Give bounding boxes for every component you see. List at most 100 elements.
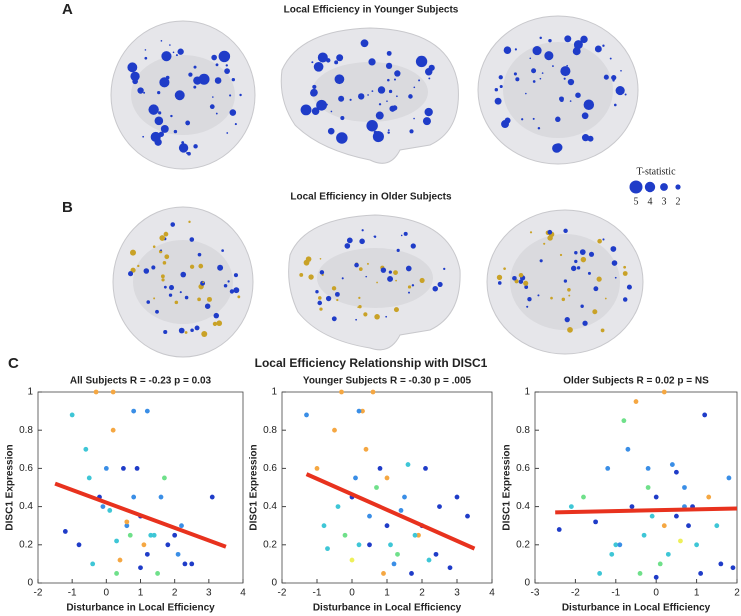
scatter-point bbox=[182, 561, 188, 567]
x-axis-label: Disturbance in Local Efficiency bbox=[562, 603, 711, 614]
brain-node bbox=[614, 276, 617, 279]
scatter-point bbox=[402, 494, 407, 500]
brain-node bbox=[393, 270, 398, 276]
brain-node bbox=[552, 65, 554, 67]
brain-node bbox=[588, 251, 595, 257]
brain-node bbox=[311, 61, 314, 64]
scatter-point bbox=[465, 513, 470, 519]
scatter-point bbox=[162, 475, 167, 481]
brain-node bbox=[497, 281, 502, 285]
brain-node bbox=[143, 268, 150, 274]
scatter-point bbox=[661, 389, 667, 395]
brain-node bbox=[498, 75, 503, 80]
brain-node bbox=[161, 278, 165, 282]
scatter-point bbox=[613, 542, 619, 548]
legend-label: 5 bbox=[634, 196, 639, 207]
brain-node bbox=[422, 117, 431, 126]
y-tick-label: 0.6 bbox=[263, 463, 277, 474]
brain-node bbox=[609, 57, 612, 60]
brain-node bbox=[336, 298, 339, 302]
scatter-point bbox=[641, 532, 647, 538]
scatter-point bbox=[682, 485, 687, 490]
brain-node bbox=[525, 92, 527, 95]
brain-node bbox=[189, 264, 195, 269]
brain-node bbox=[518, 279, 524, 284]
scatter-point bbox=[189, 561, 195, 567]
x-tick-label: -2 bbox=[278, 588, 287, 599]
y-tick-label: 0.2 bbox=[516, 539, 530, 550]
brain-node bbox=[424, 107, 433, 117]
brain-node bbox=[169, 44, 171, 46]
brain-node bbox=[168, 293, 173, 297]
brain-node bbox=[143, 91, 146, 94]
brain-node bbox=[547, 229, 553, 235]
brain-node bbox=[217, 264, 224, 271]
brain-node bbox=[526, 305, 529, 308]
fit-line bbox=[54, 481, 227, 549]
scatter-point bbox=[117, 557, 123, 563]
scatter-point bbox=[134, 466, 140, 471]
scatter-point bbox=[179, 523, 184, 529]
x-tick-label: -1 bbox=[68, 588, 77, 599]
brain-node bbox=[548, 38, 552, 43]
scatter-point bbox=[388, 542, 393, 548]
y-tick-label: 0.8 bbox=[19, 425, 33, 436]
brain-node bbox=[612, 79, 615, 82]
y-tick-label: 0.4 bbox=[263, 501, 277, 512]
brain-node bbox=[413, 117, 415, 120]
plot-frame bbox=[534, 391, 738, 584]
brain-node bbox=[539, 77, 542, 80]
brain-node bbox=[172, 51, 175, 54]
scatter-point bbox=[398, 508, 404, 513]
brain-node bbox=[395, 279, 397, 282]
brain-inner bbox=[503, 42, 613, 138]
brain-node bbox=[144, 56, 148, 60]
brain-node bbox=[177, 48, 184, 55]
brain-node bbox=[175, 54, 178, 57]
scatter-point bbox=[165, 542, 171, 548]
brain-node bbox=[218, 50, 231, 63]
scatter-point bbox=[124, 523, 130, 529]
x-tick-label: 0 bbox=[653, 588, 659, 599]
brain-node bbox=[358, 267, 363, 271]
brain-node bbox=[184, 331, 188, 334]
legend-label: 3 bbox=[662, 196, 667, 207]
scatter-point bbox=[447, 565, 453, 571]
scatter-point bbox=[633, 399, 639, 404]
scatter-point bbox=[718, 561, 724, 567]
brain-node bbox=[229, 289, 235, 294]
brain-node bbox=[146, 300, 151, 304]
brain-node bbox=[299, 272, 304, 277]
scatter-point bbox=[617, 542, 623, 548]
brain-node bbox=[552, 143, 562, 153]
brain-node bbox=[209, 104, 215, 110]
brain-node bbox=[237, 295, 241, 299]
y-tick-label: 0 bbox=[27, 578, 33, 589]
x-tick-label: -2 bbox=[34, 588, 43, 599]
brain-node bbox=[153, 297, 156, 300]
brain-node bbox=[573, 40, 583, 50]
y-tick-label: 0.2 bbox=[19, 539, 33, 550]
scatter-point bbox=[367, 542, 372, 548]
brain-node bbox=[580, 256, 587, 263]
brain-node bbox=[396, 95, 398, 98]
brain-node bbox=[160, 124, 169, 133]
scatter-point bbox=[175, 551, 181, 557]
brain-node bbox=[193, 144, 198, 149]
brain-node bbox=[136, 73, 139, 76]
brain-node bbox=[387, 131, 390, 134]
scatter-point bbox=[649, 513, 655, 519]
x-tick-label: -3 bbox=[531, 588, 540, 599]
scatter-point bbox=[593, 519, 598, 525]
scatter-point bbox=[714, 523, 720, 529]
scatter-point bbox=[209, 494, 215, 500]
scatter-point bbox=[568, 504, 574, 509]
scatter-point bbox=[391, 561, 397, 567]
brain-node bbox=[128, 271, 134, 277]
brain-node bbox=[559, 96, 564, 102]
brain-node bbox=[567, 287, 571, 292]
x-tick-label: 4 bbox=[240, 588, 246, 599]
brain-node bbox=[393, 78, 397, 81]
brain-node bbox=[410, 243, 416, 249]
